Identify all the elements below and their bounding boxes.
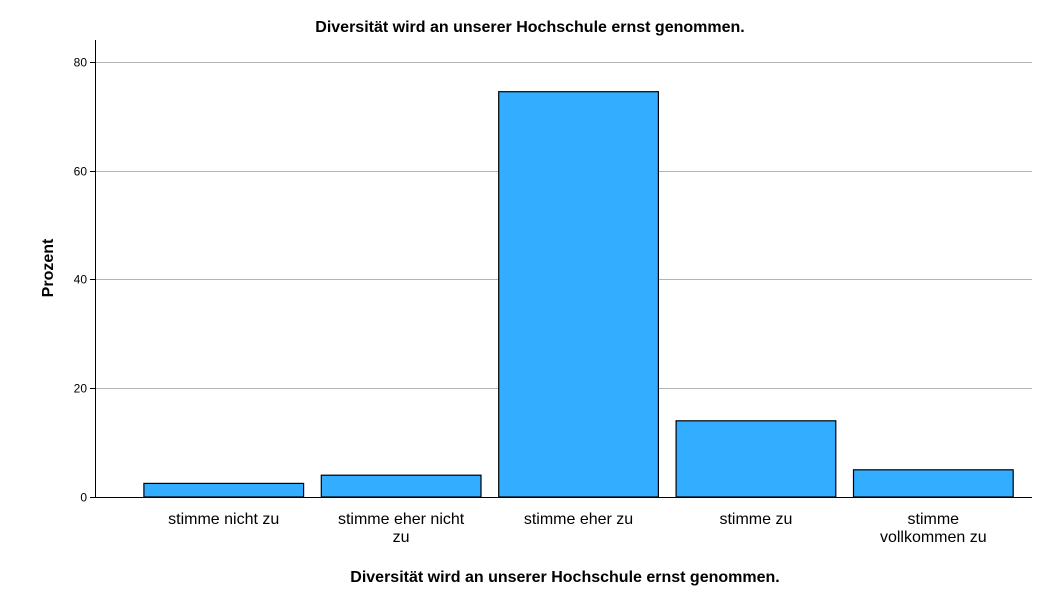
y-tick-label: 40 xyxy=(74,273,88,287)
y-tick-labels: 0 20 40 60 80 xyxy=(74,56,88,505)
y-tick-label: 0 xyxy=(80,491,87,505)
axes xyxy=(90,40,1032,498)
x-category-label-line: zu xyxy=(393,529,410,546)
y-tick-label: 20 xyxy=(74,382,88,396)
chart-title: Diversität wird an unserer Hochschule er… xyxy=(315,19,744,36)
x-category-label-line: stimme eher nicht xyxy=(338,511,465,528)
y-tick-label: 80 xyxy=(74,56,88,70)
bars xyxy=(143,91,1014,498)
x-category-label-line: vollkommen zu xyxy=(880,529,987,546)
x-category-label: stimme zu xyxy=(719,511,792,528)
bar-1 xyxy=(143,482,305,498)
bar-3 xyxy=(498,91,660,498)
bar-5 xyxy=(852,469,1014,498)
bar-4 xyxy=(675,420,837,498)
x-category-label-line: stimme nicht zu xyxy=(168,511,279,528)
x-category-label-line: stimme eher zu xyxy=(524,511,633,528)
x-category-label-line: stimme zu xyxy=(719,511,792,528)
x-category-label-line: stimme xyxy=(908,511,960,528)
x-category-labels: stimme nicht zu stimme eher nicht zustimme… xyxy=(168,511,987,546)
x-category-label: stimme eher nicht zu xyxy=(338,511,465,546)
x-axis-title: Diversität wird an unserer Hochschule er… xyxy=(350,569,779,586)
y-axis-title: Prozent xyxy=(40,238,57,297)
y-tick-label: 60 xyxy=(74,165,88,179)
bar-2 xyxy=(320,474,482,498)
x-category-label: stimme vollkommen zu xyxy=(880,511,987,546)
x-category-label: stimme eher zu xyxy=(524,511,633,528)
x-category-label: stimme nicht zu xyxy=(168,511,279,528)
